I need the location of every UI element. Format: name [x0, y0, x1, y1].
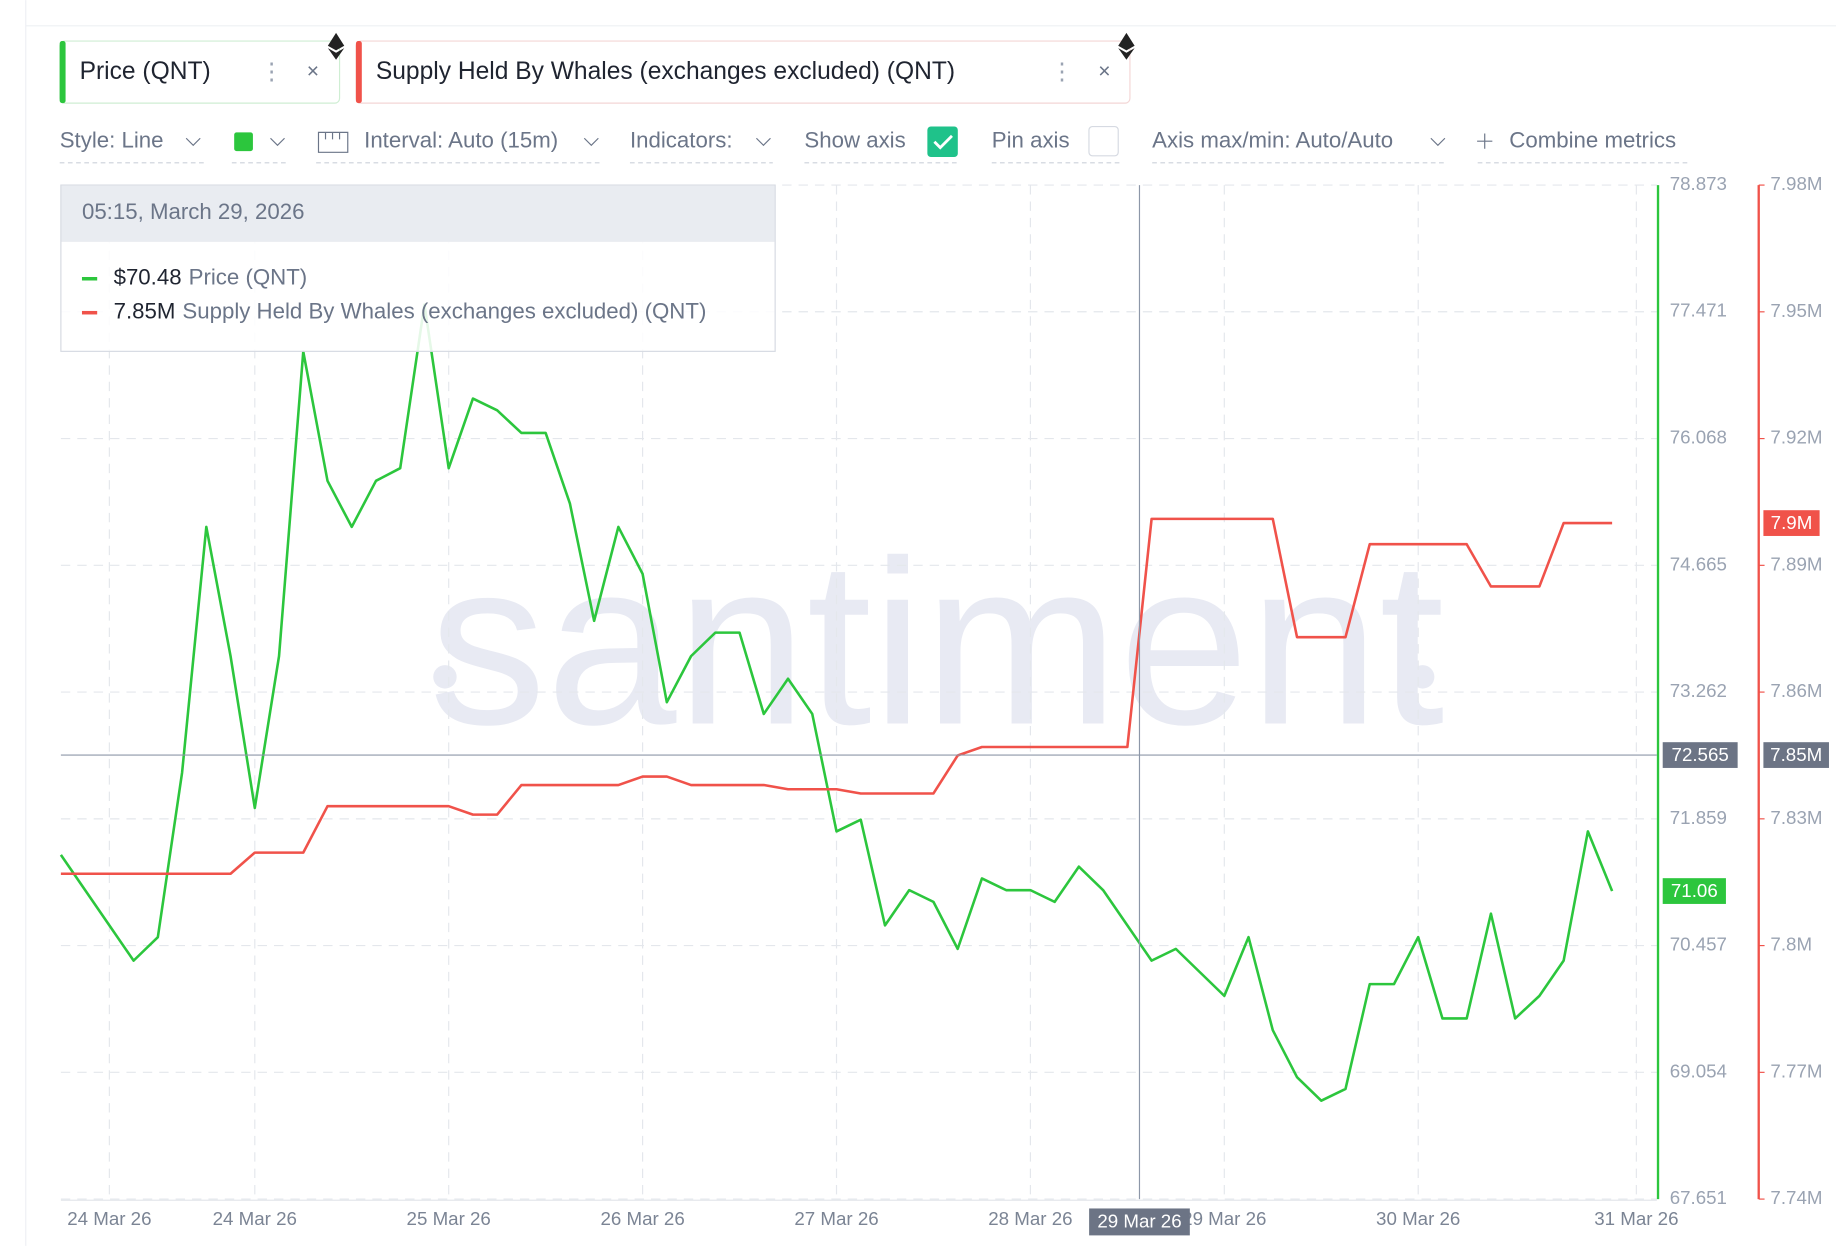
y2-tick-label: 7.86M [1770, 680, 1822, 701]
eth-icon [327, 32, 345, 60]
chip-label: Price (QNT) [80, 58, 211, 85]
x-tick-label: 28 Mar 26 [988, 1208, 1072, 1229]
crosshair-y2-label: 7.85M [1770, 744, 1822, 765]
y-tick-label: 74.665 [1670, 553, 1727, 574]
chip-color [355, 41, 362, 104]
pin-axis-label[interactable]: Pin axis [992, 128, 1070, 153]
y-tick-label: 78.873 [1670, 173, 1727, 194]
chip-menu[interactable]: ⋮ [260, 58, 283, 84]
indicators-select[interactable]: Indicators: [630, 128, 733, 153]
crosshair-y-box [1662, 742, 1738, 768]
x-tick-label: 31 Mar 26 [1594, 1208, 1678, 1229]
pin-axis-checkbox[interactable] [1088, 125, 1119, 157]
chevron [583, 137, 599, 147]
last-value-box [1763, 510, 1820, 536]
axis-maxmin-select[interactable]: Axis max/min: Auto/Auto [1152, 128, 1393, 153]
x-tick-label: 27 Mar 26 [794, 1208, 878, 1229]
y-tick-label: 76.068 [1670, 426, 1727, 447]
tooltip-row: $70.48 Price (QNT) [114, 265, 308, 290]
series-line [59, 303, 1614, 1102]
last-value-label: 7.9M [1771, 512, 1813, 533]
crosshair-x-box [1089, 1208, 1190, 1236]
y2-tick-label: 7.74M [1770, 1187, 1822, 1208]
tooltip-header [61, 185, 775, 242]
tooltip-swatch [81, 276, 98, 281]
y2-tick-label: 7.8M [1770, 934, 1812, 955]
plot: santiment 78.873 77.471 76.068 74.665 73.262 7… [59, 173, 1829, 1236]
show-axis-label[interactable]: Show axis [804, 128, 905, 153]
x-tick-label: 24 Mar 26 [213, 1208, 297, 1229]
last-value-box [1662, 878, 1726, 904]
y-tick-label: 67.651 [1670, 1187, 1727, 1208]
metric-chip[interactable]: Supply Held By Whales (exchanges exclude… [355, 32, 1135, 104]
y-tick-label: 71.859 [1670, 807, 1727, 828]
y-tick-label: 70.457 [1670, 933, 1727, 954]
x-tick-label: 26 Mar 26 [600, 1208, 684, 1229]
chevron [755, 137, 771, 147]
toolbar: Style: Line Interval: Auto (15m) Indicat… [60, 125, 1688, 164]
check [933, 134, 953, 150]
last-value-label: 71.06 [1671, 880, 1718, 901]
chevron [185, 137, 201, 147]
tooltip-series: Price (QNT) [189, 265, 308, 290]
y-tick-label: 73.262 [1670, 680, 1727, 701]
x-tick-label: 24 Mar 26 [67, 1208, 151, 1229]
y2-tick-label: 7.83M [1770, 807, 1822, 828]
tooltip-value: 7.85M [114, 299, 176, 324]
tooltip-swatch [81, 310, 98, 315]
tooltip-series: Supply Held By Whales (exchanges exclude… [182, 299, 706, 324]
combine-metrics[interactable]: Combine metrics [1509, 128, 1676, 153]
watermark-dot [433, 665, 457, 689]
interval-icon [317, 131, 349, 153]
interval-select[interactable]: Interval: Auto (15m) [364, 128, 558, 153]
metric-chip[interactable]: Price (QNT) ⋮ × [59, 32, 345, 104]
crosshair-x-label: 29 Mar 26 [1097, 1210, 1181, 1231]
chip-menu[interactable]: ⋮ [1050, 58, 1073, 84]
show-axis-checkbox[interactable] [927, 126, 958, 157]
chip-close[interactable]: × [307, 60, 319, 83]
x-tick-label: 25 Mar 26 [407, 1208, 491, 1229]
chip-close[interactable]: × [1098, 60, 1110, 83]
y2-tick-label: 7.89M [1770, 553, 1822, 574]
crosshair-y-label: 72.565 [1672, 744, 1729, 765]
style-select[interactable]: Style: Line [60, 128, 164, 153]
crosshair-y2-box [1763, 742, 1829, 768]
series-line [60, 517, 1613, 876]
chevron [270, 137, 285, 147]
chip-color [59, 41, 66, 104]
tooltip: 05:15, March 29, 2026 $70.48 Price (QNT) 7.… [60, 184, 776, 352]
y-tick-label: 69.054 [1670, 1060, 1727, 1081]
y2-tick-label: 7.98M [1770, 173, 1822, 194]
tooltip-time: 05:15, March 29, 2026 [82, 199, 305, 224]
chip-label: Supply Held By Whales (exchanges exclude… [376, 58, 955, 85]
y2-tick-label: 7.95M [1770, 300, 1822, 321]
plus-icon [1477, 133, 1493, 149]
y-tick-label: 77.471 [1670, 300, 1727, 321]
tooltip-row: 7.85M Supply Held By Whales (exchanges ex… [114, 299, 707, 324]
x-tick-label: 30 Mar 26 [1376, 1208, 1460, 1229]
watermark-dot [1410, 665, 1435, 689]
y2-tick-label: 7.77M [1770, 1060, 1822, 1081]
y2-tick-label: 7.92M [1770, 427, 1822, 448]
x-tick-label: 29 Mar 26 [1182, 1208, 1266, 1229]
tooltip-value: $70.48 [114, 265, 182, 290]
watermark: santiment [429, 511, 1444, 773]
eth-icon [1118, 32, 1135, 60]
color-swatch[interactable] [234, 132, 253, 152]
chevron [1430, 137, 1446, 147]
